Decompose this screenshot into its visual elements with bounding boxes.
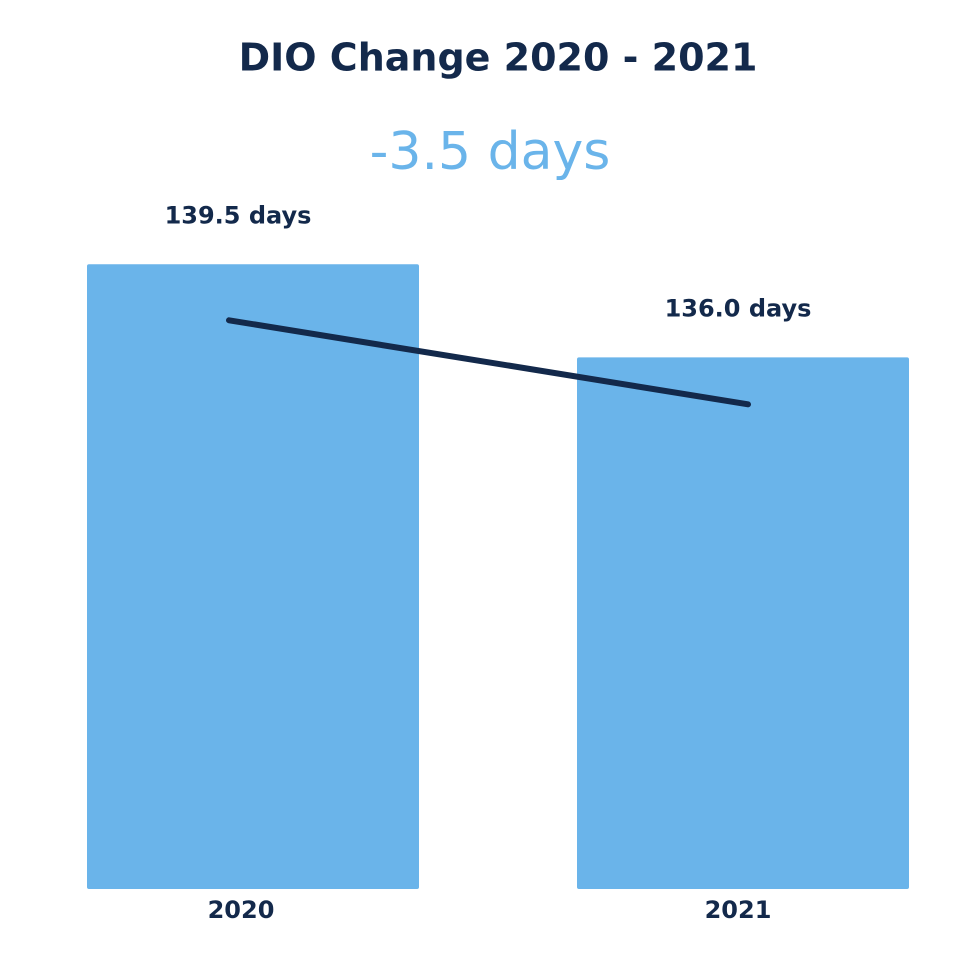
chart-title: DIO Change 2020 - 2021 (239, 36, 758, 80)
chart-subtitle: -3.5 days (370, 122, 611, 182)
x-tick-label: 2021 (705, 896, 772, 924)
bar (87, 264, 419, 890)
value-label: 139.5 days (165, 201, 312, 229)
trend-line (226, 317, 751, 408)
value-label: 136.0 days (665, 294, 812, 322)
bar (577, 357, 909, 889)
x-tick-label: 2020 (208, 896, 275, 924)
